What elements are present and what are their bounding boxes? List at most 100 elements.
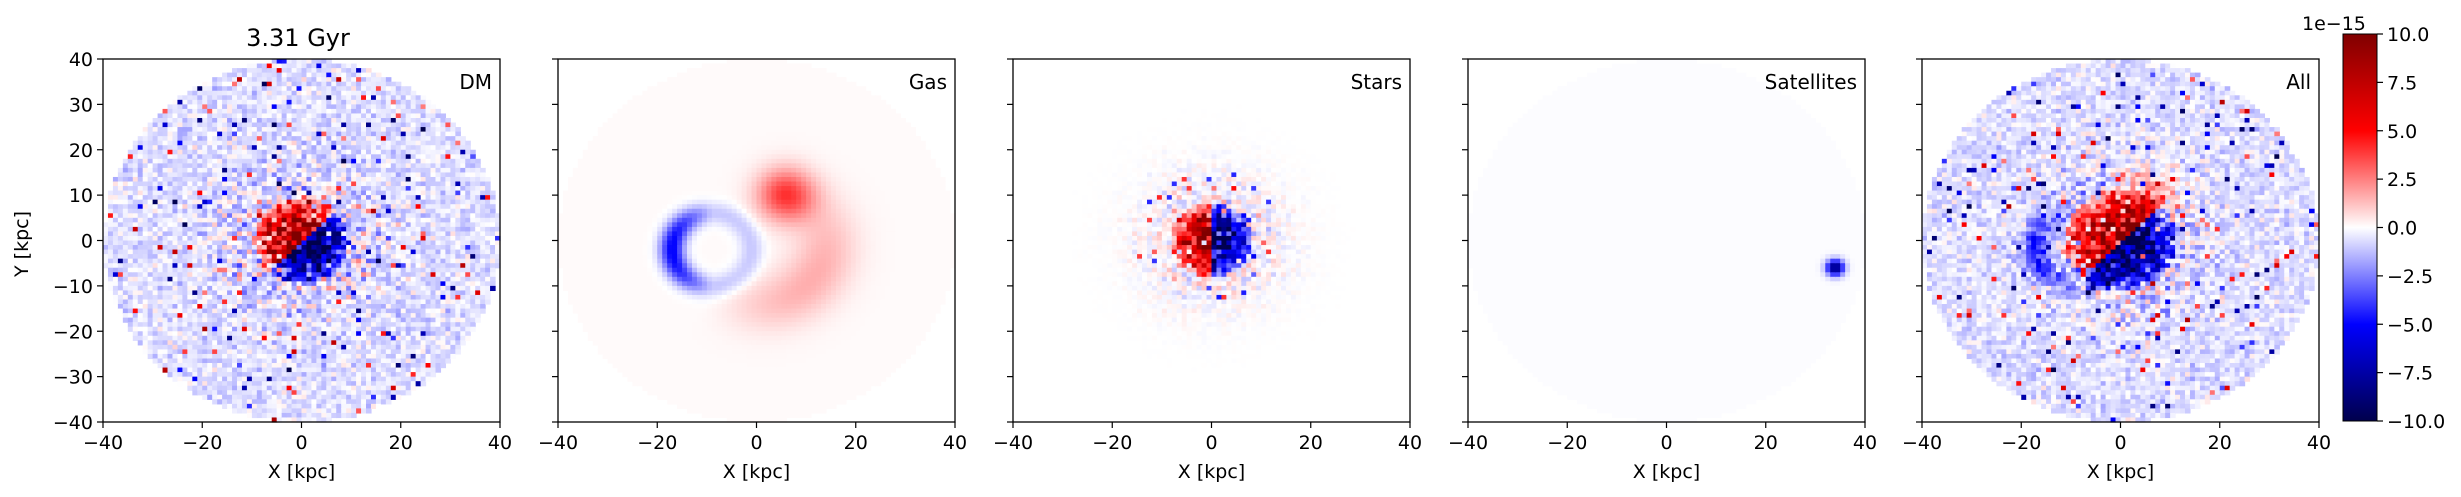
heatmap-cell bbox=[346, 313, 352, 319]
heatmap-cell bbox=[281, 154, 288, 160]
heatmap-cell bbox=[385, 217, 392, 223]
heatmap-cell bbox=[296, 208, 303, 214]
heatmap-cell bbox=[261, 131, 268, 137]
heatmap-cell bbox=[405, 376, 412, 382]
heatmap-cell bbox=[301, 363, 308, 369]
heatmap-cell bbox=[306, 199, 313, 205]
heatmap-cell bbox=[336, 213, 342, 219]
heatmap-cell bbox=[326, 208, 332, 214]
heatmap-cell bbox=[341, 190, 347, 196]
heatmap-cell bbox=[256, 158, 263, 164]
heatmap-cell bbox=[167, 131, 174, 137]
heatmap-cell bbox=[202, 349, 208, 355]
heatmap-cell bbox=[385, 136, 392, 142]
heatmap-cell bbox=[182, 199, 188, 205]
heatmap-cell bbox=[385, 249, 392, 255]
heatmap-cell bbox=[450, 335, 456, 341]
heatmap-cell bbox=[370, 217, 377, 223]
heatmap-cell bbox=[241, 344, 248, 350]
heatmap-cell bbox=[440, 363, 447, 369]
heatmap-cell bbox=[217, 290, 223, 296]
heatmap-cell bbox=[246, 104, 253, 110]
heatmap-cell bbox=[395, 299, 402, 305]
heatmap-cell bbox=[331, 213, 337, 219]
heatmap-cell bbox=[197, 245, 203, 251]
heatmap-cell bbox=[212, 245, 218, 251]
heatmap-cell bbox=[311, 240, 317, 246]
heatmap-cell bbox=[346, 349, 352, 355]
heatmap-cell bbox=[276, 304, 283, 310]
heatmap-cell bbox=[380, 263, 387, 269]
heatmap-cell bbox=[256, 335, 263, 341]
heatmap-cell bbox=[207, 272, 213, 278]
heatmap-cell bbox=[246, 181, 253, 187]
heatmap-cell bbox=[435, 172, 442, 178]
heatmap-cell bbox=[276, 417, 283, 423]
heatmap-cell bbox=[346, 199, 352, 205]
heatmap-cell bbox=[356, 86, 362, 92]
heatmap-cell bbox=[217, 226, 223, 233]
heatmap-cell bbox=[361, 149, 367, 155]
heatmap-cell bbox=[281, 63, 288, 69]
heatmap-cell bbox=[147, 322, 154, 328]
heatmap-cell bbox=[217, 349, 223, 355]
heatmap-cell bbox=[366, 326, 372, 332]
heatmap-cell bbox=[251, 403, 258, 409]
heatmap-cell bbox=[112, 186, 119, 192]
heatmap-cell bbox=[207, 149, 213, 155]
heatmap-cell bbox=[236, 390, 243, 396]
heatmap-cell bbox=[361, 122, 367, 128]
heatmap-cell bbox=[351, 72, 357, 78]
heatmap-cell bbox=[281, 304, 288, 310]
heatmap-cell bbox=[445, 304, 451, 310]
heatmap-cell bbox=[246, 372, 253, 378]
heatmap-cell bbox=[351, 163, 357, 169]
heatmap-cell bbox=[103, 254, 109, 260]
heatmap-cell bbox=[375, 394, 382, 400]
heatmap-cell bbox=[261, 390, 268, 396]
heatmap-cell bbox=[122, 186, 129, 192]
heatmap-cell bbox=[281, 90, 288, 96]
heatmap-cell bbox=[232, 376, 238, 382]
heatmap-cell bbox=[341, 408, 347, 414]
heatmap-cell bbox=[217, 304, 223, 310]
heatmap-cell bbox=[291, 72, 298, 78]
heatmap-cell bbox=[455, 335, 461, 341]
heatmap-cell bbox=[480, 240, 486, 246]
heatmap-cell bbox=[485, 272, 491, 278]
heatmap-cell bbox=[271, 99, 278, 105]
heatmap-cell bbox=[425, 249, 432, 255]
heatmap-cell bbox=[336, 308, 342, 314]
heatmap-cell bbox=[162, 136, 169, 142]
heatmap-cell bbox=[177, 163, 183, 169]
heatmap-cell bbox=[410, 344, 417, 350]
heatmap-cell bbox=[346, 204, 352, 210]
heatmap-cell bbox=[103, 245, 109, 251]
heatmap-cell bbox=[142, 199, 149, 205]
heatmap-cell bbox=[385, 222, 392, 228]
heatmap-cell bbox=[445, 199, 451, 205]
heatmap-cell bbox=[390, 385, 397, 391]
heatmap-cell bbox=[346, 149, 352, 155]
heatmap-cell bbox=[385, 326, 392, 332]
heatmap-cell bbox=[380, 113, 387, 119]
heatmap-cell bbox=[415, 172, 422, 178]
heatmap-cell bbox=[301, 245, 308, 251]
heatmap-cell bbox=[281, 235, 288, 242]
heatmap-cell bbox=[435, 145, 442, 151]
heatmap-cell bbox=[212, 372, 218, 378]
heatmap-cell bbox=[202, 363, 208, 369]
heatmap-cell bbox=[331, 272, 337, 278]
heatmap-cell bbox=[331, 163, 337, 169]
heatmap-cell bbox=[380, 363, 387, 369]
heatmap-cell bbox=[475, 290, 481, 296]
heatmap-cell bbox=[286, 149, 293, 155]
heatmap-cell bbox=[336, 394, 342, 400]
heatmap-cell bbox=[375, 186, 382, 192]
heatmap-cell bbox=[212, 231, 218, 237]
heatmap-cell bbox=[346, 308, 352, 314]
heatmap-cell bbox=[370, 276, 377, 282]
heatmap-cell bbox=[241, 245, 248, 251]
heatmap-cell bbox=[251, 131, 258, 137]
heatmap-cell bbox=[261, 399, 268, 405]
